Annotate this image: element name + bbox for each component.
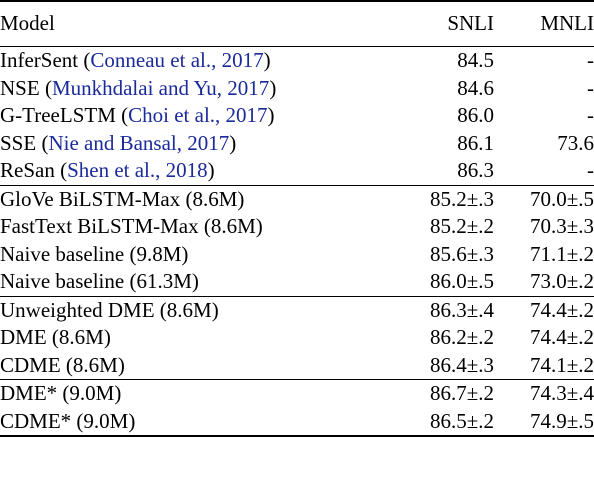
model-name: FastText BiLSTM-Max (8.6M) xyxy=(0,214,263,238)
snli-score: 86.3 xyxy=(457,158,494,182)
table-row: Naive baseline (9.8M) 85.6±.3 71.1±.2 xyxy=(0,241,594,269)
model-name: DME (8.6M) xyxy=(0,325,111,349)
model-name: CDME* (9.0M) xyxy=(0,408,136,433)
table-body: InferSent (Conneau et al., 2017) 84.5- NSE… xyxy=(0,46,594,437)
mnli-score: 74.4±.2 xyxy=(529,297,594,322)
mnli-score: - xyxy=(587,103,594,127)
model-cell: DME* (9.0M) xyxy=(0,380,294,408)
table-header-row: Model SNLI MNLI xyxy=(0,1,594,47)
table-row: DME* (9.0M) 86.7±.2 74.3±.4 xyxy=(0,379,594,408)
model-cell: ReSan (Shen et al., 2018) xyxy=(0,158,215,182)
table-row: ReSan (Shen et al., 2018) 86.3 - xyxy=(0,157,594,185)
model-name: NSE xyxy=(0,75,40,100)
model-cell: SSE (Nie and Bansal, 2017) xyxy=(0,130,237,155)
snli-score: 86.3±.4 xyxy=(429,297,494,322)
mnli-score: 74.3±.4 xyxy=(529,381,594,405)
model-name: Unweighted DME (8.6M) xyxy=(0,297,219,322)
model-cell: NSE (Munkhdalai and Yu, 2017) xyxy=(0,75,277,100)
citation-link[interactable]: Munkhdalai and Yu, 2017 xyxy=(51,75,270,100)
snli-score: 86.0 xyxy=(457,103,494,127)
model-cell: Naive baseline (61.3M) xyxy=(0,268,294,296)
snli-score: 86.4±.3 xyxy=(429,352,494,377)
model-name: SSE xyxy=(0,130,37,155)
mnli-score: 73.0±.2 xyxy=(529,269,594,293)
model-name: GloVe BiLSTM-Max (8.6M) xyxy=(0,186,245,211)
header-mnli: MNLI xyxy=(540,11,594,36)
mnli-score: 70.0±.5 xyxy=(529,186,594,211)
mnli-score: 73.6 xyxy=(557,130,594,155)
results-table: Model SNLI MNLI InferSent (Conneau et al… xyxy=(0,1,594,437)
model-name: InferSent xyxy=(0,48,79,72)
model-cell: GloVe BiLSTM-Max (8.6M) xyxy=(0,185,294,213)
table-row: SSE (Nie and Bansal, 2017) 86.1 73.6 xyxy=(0,130,594,158)
mnli-score: 74.4±.2 xyxy=(529,325,594,349)
snli-score: 86.0±.5 xyxy=(429,269,494,293)
snli-score: 86.2±.2 xyxy=(429,325,494,349)
model-name: Naive baseline (61.3M) xyxy=(0,269,199,293)
model-name: G-TreeLSTM xyxy=(0,103,116,127)
header-model: Model xyxy=(0,11,55,36)
snli-score: 85.2±.2 xyxy=(429,214,494,238)
table-row: GloVe BiLSTM-Max (8.6M) 85.2±.3 70.0±.5 xyxy=(0,185,594,213)
snli-score: 86.5±.2 xyxy=(429,408,494,433)
model-name: Naive baseline (9.8M) xyxy=(0,241,189,266)
citation-link[interactable]: Conneau et al., 2017 xyxy=(90,48,264,72)
snli-score: 85.6±.3 xyxy=(429,241,494,266)
citation-link[interactable]: Choi et al., 2017 xyxy=(128,103,268,127)
table-row: G-TreeLSTM (Choi et al., 2017) 86.0 - xyxy=(0,102,594,130)
table-row: CDME* (9.0M) 86.5±.2 74.9±.5 xyxy=(0,408,594,437)
table-row: InferSent (Conneau et al., 2017) 84.5 - xyxy=(0,46,594,75)
citation-link[interactable]: Nie and Bansal, 2017 xyxy=(48,130,230,155)
table-row: Unweighted DME (8.6M) 86.3±.4 74.4±.2 xyxy=(0,296,594,324)
mnli-score: 74.9±.5 xyxy=(529,408,594,433)
model-cell: Naive baseline (9.8M) xyxy=(0,241,294,269)
model-cell: CDME* (9.0M) xyxy=(0,408,294,437)
model-name: DME* (9.0M) xyxy=(0,381,122,405)
model-cell: InferSent (Conneau et al., 2017) xyxy=(0,48,271,72)
snli-score: 84.6 xyxy=(457,75,494,100)
mnli-score: 71.1±.2 xyxy=(529,241,594,266)
model-cell: FastText BiLSTM-Max (8.6M) xyxy=(0,213,294,241)
model-cell: DME (8.6M) xyxy=(0,324,294,352)
mnli-score: 74.1±.2 xyxy=(529,352,594,377)
model-cell: G-TreeLSTM (Choi et al., 2017) xyxy=(0,103,275,127)
mnli-score: - xyxy=(587,75,594,100)
table-row: DME (8.6M) 86.2±.2 74.4±.2 xyxy=(0,324,594,352)
mnli-score: 70.3±.3 xyxy=(529,214,594,238)
header-snli: SNLI xyxy=(447,11,494,36)
snli-score: 86.1 xyxy=(457,130,494,155)
table-row: Naive baseline (61.3M) 86.0±.5 73.0±.2 xyxy=(0,268,594,296)
table-row: FastText BiLSTM-Max (8.6M) 85.2±.2 70.3±.3 xyxy=(0,213,594,241)
model-name: CDME (8.6M) xyxy=(0,352,125,377)
mnli-score: - xyxy=(587,158,594,182)
model-cell: Unweighted DME (8.6M) xyxy=(0,296,294,324)
snli-score: 85.2±.3 xyxy=(429,186,494,211)
mnli-score: - xyxy=(587,48,594,72)
model-cell: CDME (8.6M) xyxy=(0,352,294,380)
snli-score: 84.5 xyxy=(457,48,494,72)
table-row: CDME (8.6M) 86.4±.3 74.1±.2 xyxy=(0,352,594,380)
snli-score: 86.7±.2 xyxy=(429,381,494,405)
table-row: NSE (Munkhdalai and Yu, 2017) 84.6 - xyxy=(0,75,594,103)
citation-link[interactable]: Shen et al., 2018 xyxy=(67,158,208,182)
model-name: ReSan xyxy=(0,158,55,182)
